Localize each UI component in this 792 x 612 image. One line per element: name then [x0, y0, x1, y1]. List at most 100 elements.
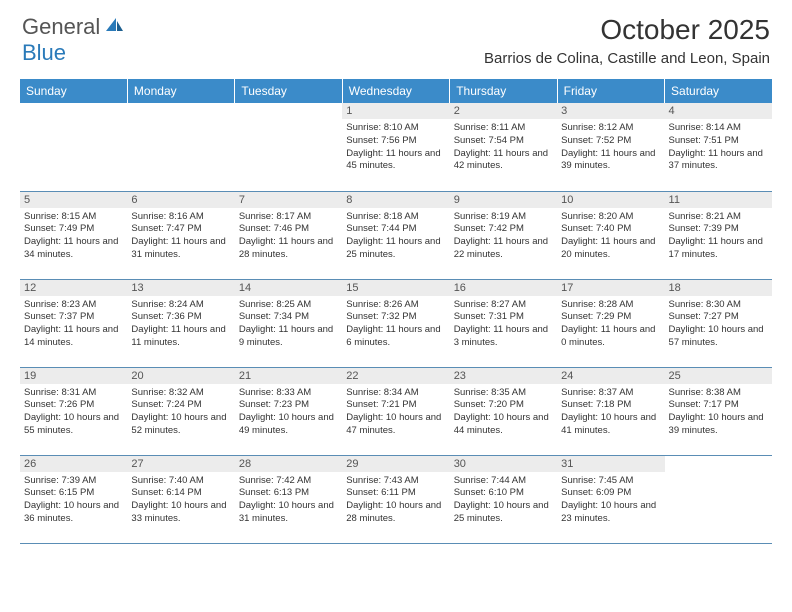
sunset-line: Sunset: 7:40 PM — [561, 223, 660, 236]
sunrise-line: Sunrise: 8:33 AM — [239, 387, 338, 400]
day-details: Sunrise: 7:40 AMSunset: 6:14 PMDaylight:… — [127, 472, 234, 529]
logo-sail-icon — [104, 16, 124, 39]
sunset-line: Sunset: 6:09 PM — [561, 487, 660, 500]
sunrise-line: Sunrise: 8:28 AM — [561, 299, 660, 312]
daylight-line: Daylight: 10 hours and 52 minutes. — [131, 412, 230, 438]
sunrise-line: Sunrise: 8:24 AM — [131, 299, 230, 312]
calendar-cell: 13Sunrise: 8:24 AMSunset: 7:36 PMDayligh… — [127, 279, 234, 367]
calendar-cell — [665, 455, 772, 543]
day-header: Tuesday — [235, 79, 342, 103]
title-block: October 2025 Barrios de Colina, Castille… — [484, 14, 770, 67]
calendar-cell: 8Sunrise: 8:18 AMSunset: 7:44 PMDaylight… — [342, 191, 449, 279]
calendar-cell: 19Sunrise: 8:31 AMSunset: 7:26 PMDayligh… — [20, 367, 127, 455]
daylight-line: Daylight: 10 hours and 31 minutes. — [239, 500, 338, 526]
daylight-line: Daylight: 11 hours and 14 minutes. — [24, 324, 123, 350]
sunset-line: Sunset: 7:56 PM — [346, 135, 445, 148]
daylight-line: Daylight: 11 hours and 28 minutes. — [239, 236, 338, 262]
day-details: Sunrise: 8:37 AMSunset: 7:18 PMDaylight:… — [557, 384, 664, 441]
calendar-cell: 16Sunrise: 8:27 AMSunset: 7:31 PMDayligh… — [450, 279, 557, 367]
daylight-line: Daylight: 11 hours and 25 minutes. — [346, 236, 445, 262]
calendar-cell: 6Sunrise: 8:16 AMSunset: 7:47 PMDaylight… — [127, 191, 234, 279]
sunset-line: Sunset: 7:34 PM — [239, 311, 338, 324]
daylight-line: Daylight: 11 hours and 22 minutes. — [454, 236, 553, 262]
day-number: 11 — [665, 192, 772, 208]
day-details: Sunrise: 8:17 AMSunset: 7:46 PMDaylight:… — [235, 208, 342, 265]
sunrise-line: Sunrise: 8:26 AM — [346, 299, 445, 312]
calendar-cell — [20, 103, 127, 191]
calendar-cell: 24Sunrise: 8:37 AMSunset: 7:18 PMDayligh… — [557, 367, 664, 455]
calendar-row: 19Sunrise: 8:31 AMSunset: 7:26 PMDayligh… — [20, 367, 772, 455]
sunrise-line: Sunrise: 8:23 AM — [24, 299, 123, 312]
sunrise-line: Sunrise: 8:37 AM — [561, 387, 660, 400]
sunrise-line: Sunrise: 8:20 AM — [561, 211, 660, 224]
sunset-line: Sunset: 7:27 PM — [669, 311, 768, 324]
sunset-line: Sunset: 6:10 PM — [454, 487, 553, 500]
day-number: 4 — [665, 103, 772, 119]
day-details: Sunrise: 7:43 AMSunset: 6:11 PMDaylight:… — [342, 472, 449, 529]
sunrise-line: Sunrise: 8:38 AM — [669, 387, 768, 400]
month-title: October 2025 — [484, 14, 770, 46]
daylight-line: Daylight: 10 hours and 36 minutes. — [24, 500, 123, 526]
sunrise-line: Sunrise: 8:12 AM — [561, 122, 660, 135]
sunset-line: Sunset: 7:52 PM — [561, 135, 660, 148]
day-details: Sunrise: 8:35 AMSunset: 7:20 PMDaylight:… — [450, 384, 557, 441]
sunrise-line: Sunrise: 7:44 AM — [454, 475, 553, 488]
daylight-line: Daylight: 11 hours and 37 minutes. — [669, 148, 768, 174]
day-header: Saturday — [665, 79, 772, 103]
calendar-cell: 22Sunrise: 8:34 AMSunset: 7:21 PMDayligh… — [342, 367, 449, 455]
day-details: Sunrise: 8:32 AMSunset: 7:24 PMDaylight:… — [127, 384, 234, 441]
calendar-head: SundayMondayTuesdayWednesdayThursdayFrid… — [20, 79, 772, 103]
sunset-line: Sunset: 7:17 PM — [669, 399, 768, 412]
sunrise-line: Sunrise: 8:21 AM — [669, 211, 768, 224]
daylight-line: Daylight: 10 hours and 33 minutes. — [131, 500, 230, 526]
sunrise-line: Sunrise: 7:39 AM — [24, 475, 123, 488]
daylight-line: Daylight: 11 hours and 11 minutes. — [131, 324, 230, 350]
daylight-line: Daylight: 11 hours and 17 minutes. — [669, 236, 768, 262]
day-number: 29 — [342, 456, 449, 472]
daylight-line: Daylight: 11 hours and 42 minutes. — [454, 148, 553, 174]
calendar-row: 26Sunrise: 7:39 AMSunset: 6:15 PMDayligh… — [20, 455, 772, 543]
sunrise-line: Sunrise: 7:45 AM — [561, 475, 660, 488]
day-number: 23 — [450, 368, 557, 384]
sunset-line: Sunset: 7:54 PM — [454, 135, 553, 148]
sunset-line: Sunset: 7:23 PM — [239, 399, 338, 412]
sunrise-line: Sunrise: 8:10 AM — [346, 122, 445, 135]
sunrise-line: Sunrise: 7:40 AM — [131, 475, 230, 488]
sunset-line: Sunset: 7:31 PM — [454, 311, 553, 324]
daylight-line: Daylight: 10 hours and 47 minutes. — [346, 412, 445, 438]
logo-text-blue: Blue — [22, 40, 66, 65]
sunrise-line: Sunrise: 8:16 AM — [131, 211, 230, 224]
sunset-line: Sunset: 7:20 PM — [454, 399, 553, 412]
sunset-line: Sunset: 7:49 PM — [24, 223, 123, 236]
day-number: 7 — [235, 192, 342, 208]
sunrise-line: Sunrise: 8:30 AM — [669, 299, 768, 312]
calendar-cell: 11Sunrise: 8:21 AMSunset: 7:39 PMDayligh… — [665, 191, 772, 279]
daylight-line: Daylight: 11 hours and 34 minutes. — [24, 236, 123, 262]
day-number: 24 — [557, 368, 664, 384]
day-details: Sunrise: 8:33 AMSunset: 7:23 PMDaylight:… — [235, 384, 342, 441]
sunset-line: Sunset: 7:46 PM — [239, 223, 338, 236]
sunset-line: Sunset: 7:39 PM — [669, 223, 768, 236]
day-number: 8 — [342, 192, 449, 208]
daylight-line: Daylight: 10 hours and 25 minutes. — [454, 500, 553, 526]
day-number: 12 — [20, 280, 127, 296]
sunset-line: Sunset: 6:14 PM — [131, 487, 230, 500]
sunset-line: Sunset: 6:13 PM — [239, 487, 338, 500]
calendar-cell: 28Sunrise: 7:42 AMSunset: 6:13 PMDayligh… — [235, 455, 342, 543]
daylight-line: Daylight: 10 hours and 49 minutes. — [239, 412, 338, 438]
calendar-cell: 18Sunrise: 8:30 AMSunset: 7:27 PMDayligh… — [665, 279, 772, 367]
calendar-cell: 29Sunrise: 7:43 AMSunset: 6:11 PMDayligh… — [342, 455, 449, 543]
sunset-line: Sunset: 7:37 PM — [24, 311, 123, 324]
day-details: Sunrise: 8:11 AMSunset: 7:54 PMDaylight:… — [450, 119, 557, 176]
sunset-line: Sunset: 7:18 PM — [561, 399, 660, 412]
logo: General — [22, 14, 126, 40]
day-number: 17 — [557, 280, 664, 296]
day-header: Thursday — [450, 79, 557, 103]
calendar-cell: 21Sunrise: 8:33 AMSunset: 7:23 PMDayligh… — [235, 367, 342, 455]
day-number: 15 — [342, 280, 449, 296]
daylight-line: Daylight: 11 hours and 31 minutes. — [131, 236, 230, 262]
day-details: Sunrise: 8:21 AMSunset: 7:39 PMDaylight:… — [665, 208, 772, 265]
day-number: 20 — [127, 368, 234, 384]
day-details: Sunrise: 8:10 AMSunset: 7:56 PMDaylight:… — [342, 119, 449, 176]
day-details: Sunrise: 8:25 AMSunset: 7:34 PMDaylight:… — [235, 296, 342, 353]
